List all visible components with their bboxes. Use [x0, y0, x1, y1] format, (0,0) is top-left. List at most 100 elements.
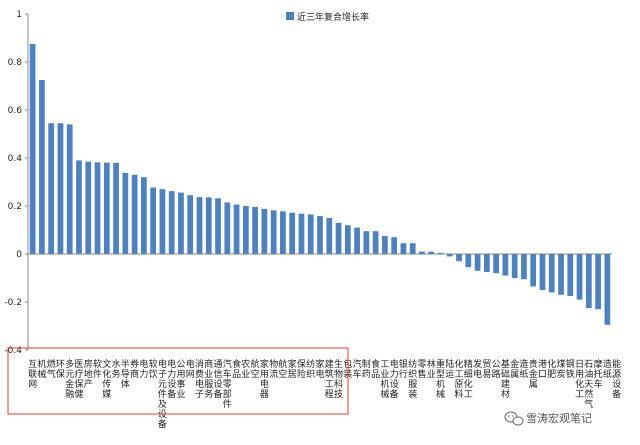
bar	[66, 124, 73, 255]
bar	[76, 160, 82, 254]
category-label: 汽车零部件	[223, 358, 232, 410]
bar	[252, 206, 258, 254]
bar	[270, 210, 277, 254]
y-tick-label: -0.4	[4, 346, 22, 356]
bar	[419, 251, 425, 254]
bar	[539, 254, 546, 290]
bar	[29, 44, 36, 254]
bar	[548, 254, 555, 293]
category-label: 重型机械	[436, 358, 445, 400]
bar	[456, 254, 462, 262]
category-label: 汽车	[353, 358, 362, 380]
category-label: 造纸	[603, 358, 612, 380]
category-label: 金属	[510, 358, 519, 380]
bar	[465, 254, 472, 268]
category-label: 发电	[473, 358, 482, 380]
category-label: 消费电子	[195, 358, 204, 400]
category-label: 软件	[93, 358, 102, 380]
category-label: 电力设备	[390, 358, 399, 400]
category-label: 银行	[399, 358, 408, 380]
wechat-icon	[504, 411, 524, 426]
bar	[502, 254, 509, 276]
bar	[150, 187, 157, 254]
bar	[400, 243, 407, 254]
bar	[354, 227, 360, 254]
bar	[511, 254, 518, 278]
category-label: 贸易	[482, 358, 491, 380]
category-label: 食品	[232, 358, 241, 380]
bar	[113, 162, 119, 254]
bar	[483, 254, 490, 272]
bar	[382, 236, 388, 254]
category-label: 精细化工	[464, 358, 473, 400]
bar	[131, 174, 138, 254]
bar	[372, 231, 379, 254]
category-label: 公用事业	[176, 359, 185, 400]
category-label: 文化传媒	[102, 358, 111, 400]
category-label: 钢铁	[566, 358, 575, 380]
bar	[159, 189, 166, 254]
category-label: 互联网	[28, 359, 37, 390]
bar	[94, 162, 101, 254]
category-label: 半导体	[121, 358, 130, 390]
y-tick-label: -0.2	[4, 298, 22, 308]
category-label: 港口	[538, 358, 547, 380]
category-label: 贵金属	[529, 358, 538, 390]
bar	[604, 254, 611, 325]
bar	[521, 254, 527, 280]
category-label: 电力设备	[167, 358, 176, 400]
bar	[344, 225, 351, 254]
category-label: 电子元件及设备	[158, 358, 167, 430]
category-label: 燃气	[47, 358, 56, 380]
category-label: 医疗保健	[74, 359, 83, 400]
bar	[567, 254, 574, 296]
category-label: 家用电器	[260, 358, 269, 400]
category-label: 化工原料	[454, 358, 463, 400]
bar	[141, 177, 147, 254]
category-label: 纺织	[306, 358, 315, 380]
bar	[576, 254, 583, 300]
category-label: 零售	[417, 359, 426, 380]
legend-swatch	[286, 12, 294, 20]
category-label: 水务	[112, 358, 121, 380]
bar	[363, 231, 370, 254]
bar	[187, 195, 194, 254]
category-label: 食品	[371, 358, 380, 380]
bar	[48, 123, 55, 254]
category-label: 保险	[297, 358, 306, 380]
category-label: 造纸	[519, 358, 528, 380]
category-label: 林业	[427, 358, 436, 380]
bar	[530, 254, 537, 287]
bar	[261, 208, 268, 254]
category-label: 航空	[278, 358, 287, 380]
category-label: 制药	[362, 358, 371, 380]
category-label: 家电	[315, 358, 324, 380]
bars	[29, 44, 611, 325]
bar	[215, 198, 221, 254]
category-label: 电力	[139, 358, 148, 380]
highlight-box	[7, 347, 349, 415]
category-label: 日用化工	[575, 359, 584, 400]
bar	[205, 197, 212, 254]
bar	[39, 80, 45, 254]
legend: 近三年复合增长率	[286, 11, 369, 23]
category-label: 物流	[269, 358, 278, 380]
bar	[437, 252, 444, 254]
category-label: 商业服务	[204, 358, 213, 400]
bar	[335, 222, 342, 254]
category-label: 农业	[241, 358, 250, 380]
bar	[307, 214, 314, 254]
bar	[196, 197, 203, 254]
bar	[493, 254, 499, 274]
bar	[122, 172, 129, 254]
bar	[585, 254, 592, 308]
bar	[317, 216, 323, 254]
category-label: 陆运	[445, 358, 454, 380]
category-label: 化肥	[547, 358, 556, 380]
bar	[168, 191, 175, 254]
watermark: 雪涛宏观笔记	[504, 411, 592, 426]
bar	[242, 206, 249, 254]
bar	[474, 254, 481, 271]
bar	[446, 254, 453, 257]
y-tick-label: 0	[16, 250, 22, 260]
